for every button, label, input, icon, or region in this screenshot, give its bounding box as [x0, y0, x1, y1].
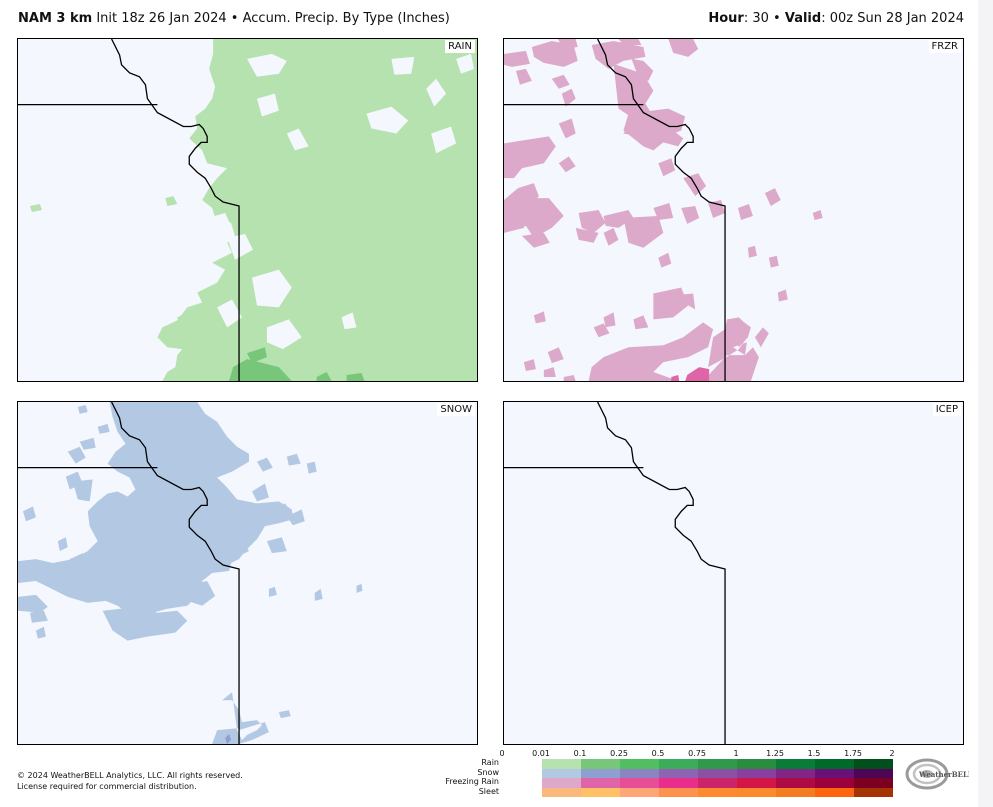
legend-tick: 1.25 [766, 749, 784, 758]
logo-text: WeatherBELL [918, 770, 969, 779]
legend-swatch [581, 787, 620, 797]
legend-tick: 1 [733, 749, 739, 758]
legend-swatch [776, 787, 815, 797]
legend-swatch [659, 778, 698, 788]
legend-swatch [542, 759, 581, 769]
freezing-rain-map [504, 39, 823, 381]
panel-label-icep: ICEP [932, 403, 961, 416]
legend-swatch [581, 768, 620, 778]
legend-swatch [854, 787, 893, 797]
snow-panel: SNOW [17, 401, 478, 745]
legend-swatch [854, 778, 893, 788]
legend-swatch [815, 759, 854, 769]
legend-label-freezing-rain: Freezing Rain [445, 777, 499, 787]
panel-label-frzr: FRZR [928, 40, 961, 53]
legend-swatch [737, 759, 776, 769]
model-name: NAM 3 km [18, 11, 93, 26]
right-margin-strip [978, 0, 993, 807]
legend-row-rain [542, 759, 893, 769]
weatherbell-logo: WeatherBELL [905, 756, 973, 792]
legend-tick: 0.25 [610, 749, 628, 758]
legend-swatch [815, 778, 854, 788]
legend-swatch [776, 768, 815, 778]
legend-swatch [581, 778, 620, 788]
ice-pellets-panel: ICEP [503, 401, 964, 745]
legend-label-rain: Rain [481, 758, 499, 767]
legend-swatch [659, 768, 698, 778]
valid-value: : 00z Sun 28 Jan 2024 [821, 11, 964, 26]
legend-swatch [698, 759, 737, 769]
product-name: Accum. Precip. By Type (Inches) [242, 11, 450, 26]
legend-color-grid [542, 759, 893, 797]
copyright-line: © 2024 WeatherBELL Analytics, LLC. All r… [17, 771, 243, 780]
legend-tick: 0.5 [651, 749, 665, 758]
legend-swatch [542, 778, 581, 788]
rain-map [18, 39, 477, 381]
legend-swatch [581, 759, 620, 769]
legend-tick-labels: 0 0.01 0.1 0.25 0.5 0.75 1 1.25 1.5 1.75… [499, 749, 900, 759]
header-separator: • [773, 11, 781, 26]
valid-label: Valid [784, 11, 822, 26]
legend-row-snow [542, 768, 893, 778]
legend-swatch [698, 768, 737, 778]
rain-panel: RAIN [17, 38, 478, 382]
hour-value: : 30 [743, 11, 769, 26]
ice-pellets-map [504, 402, 726, 744]
legend-label-sleet: Sleet [478, 786, 499, 796]
legend-tick: 0.1 [573, 749, 587, 758]
hour-label: Hour [708, 11, 744, 26]
legend-swatch [737, 768, 776, 778]
legend-swatch [698, 778, 737, 788]
license-line: License required for commercial distribu… [17, 782, 197, 791]
legend-tick: 2 [889, 749, 895, 758]
legend-swatch [620, 768, 659, 778]
legend-row-labels: Rain Snow Freezing Rain Sleet [440, 758, 499, 796]
legend-tick: 0 [499, 749, 505, 758]
panel-label-rain: RAIN [445, 40, 475, 53]
legend-swatch [737, 778, 776, 788]
title-separator: • [230, 11, 239, 26]
valid-time-info: Hour: 30 • Valid: 00z Sun 28 Jan 2024 [708, 11, 964, 26]
freezing-rain-panel: FRZR [503, 38, 964, 382]
legend-swatch [815, 787, 854, 797]
legend-swatch [737, 787, 776, 797]
legend-row-freezing-rain [542, 778, 893, 788]
legend-swatch [620, 778, 659, 788]
legend-tick: 0.75 [688, 749, 706, 758]
panel-label-snow: SNOW [437, 403, 475, 416]
legend-tick: 1.75 [844, 749, 862, 758]
legend-swatch [542, 787, 581, 797]
legend-tick: 1.5 [807, 749, 821, 758]
legend-swatch [815, 768, 854, 778]
legend-swatch [659, 759, 698, 769]
legend-swatch [776, 759, 815, 769]
logo-swirl-icon: WeatherBELL [905, 758, 973, 790]
legend-swatch [854, 759, 893, 769]
legend-swatch [620, 759, 659, 769]
snow-map [18, 402, 363, 744]
legend-swatch [620, 787, 659, 797]
legend-swatch [659, 787, 698, 797]
map-title: NAM 3 km Init 18z 26 Jan 2024 • Accum. P… [18, 11, 450, 26]
legend-swatch [854, 768, 893, 778]
legend-tick: 0.01 [532, 749, 550, 758]
legend-swatch [776, 778, 815, 788]
precip-legend: 0 0.01 0.1 0.25 0.5 0.75 1 1.25 1.5 1.75… [440, 747, 900, 799]
copyright-notice: © 2024 WeatherBELL Analytics, LLC. All r… [17, 770, 243, 792]
legend-label-snow: Snow [477, 767, 499, 777]
init-time: Init 18z 26 Jan 2024 [96, 11, 227, 26]
legend-swatch [698, 787, 737, 797]
legend-row-sleet [542, 787, 893, 797]
legend-swatch [542, 768, 581, 778]
